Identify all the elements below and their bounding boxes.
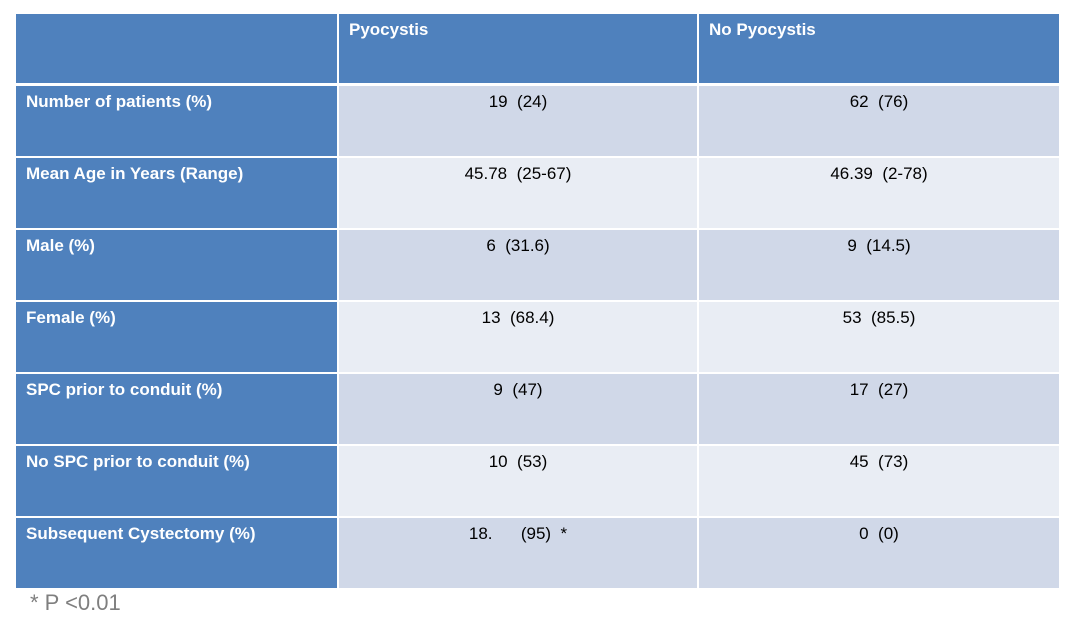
cell-no-pyocystis: 9 (14.5) <box>699 230 1059 302</box>
row-label: Female (%) <box>16 302 339 374</box>
table-row: Number of patients (%) 19 (24) 62 (76) <box>16 86 1059 158</box>
table-row: Female (%) 13 (68.4) 53 (85.5) <box>16 302 1059 374</box>
cell-pyocystis: 18. (95) * <box>339 518 699 590</box>
cell-pyocystis: 9 (47) <box>339 374 699 446</box>
row-label: SPC prior to conduit (%) <box>16 374 339 446</box>
cell-pyocystis: 13 (68.4) <box>339 302 699 374</box>
row-label: No SPC prior to conduit (%) <box>16 446 339 518</box>
header-cell-pyocystis: Pyocystis <box>339 14 699 86</box>
row-label: Male (%) <box>16 230 339 302</box>
cell-no-pyocystis: 46.39 (2-78) <box>699 158 1059 230</box>
cell-no-pyocystis: 62 (76) <box>699 86 1059 158</box>
header-cell-no-pyocystis: No Pyocystis <box>699 14 1059 86</box>
table-row: SPC prior to conduit (%) 9 (47) 17 (27) <box>16 374 1059 446</box>
cell-pyocystis: 6 (31.6) <box>339 230 699 302</box>
row-label: Mean Age in Years (Range) <box>16 158 339 230</box>
table-row: Mean Age in Years (Range) 45.78 (25-67) … <box>16 158 1059 230</box>
cell-no-pyocystis: 53 (85.5) <box>699 302 1059 374</box>
cell-pyocystis: 45.78 (25-67) <box>339 158 699 230</box>
table-row: Subsequent Cystectomy (%) 18. (95) * 0 (… <box>16 518 1059 590</box>
table-row: Male (%) 6 (31.6) 9 (14.5) <box>16 230 1059 302</box>
cell-no-pyocystis: 45 (73) <box>699 446 1059 518</box>
cell-no-pyocystis: 17 (27) <box>699 374 1059 446</box>
cell-pyocystis: 19 (24) <box>339 86 699 158</box>
cell-pyocystis: 10 (53) <box>339 446 699 518</box>
comparison-table: Pyocystis No Pyocystis Number of patient… <box>16 14 1059 590</box>
table-row: No SPC prior to conduit (%) 10 (53) 45 (… <box>16 446 1059 518</box>
cell-no-pyocystis: 0 (0) <box>699 518 1059 590</box>
header-cell-blank <box>16 14 339 86</box>
significance-footnote: * P <0.01 <box>30 590 121 615</box>
header-row: Pyocystis No Pyocystis <box>16 14 1059 86</box>
row-label: Subsequent Cystectomy (%) <box>16 518 339 590</box>
row-label: Number of patients (%) <box>16 86 339 158</box>
